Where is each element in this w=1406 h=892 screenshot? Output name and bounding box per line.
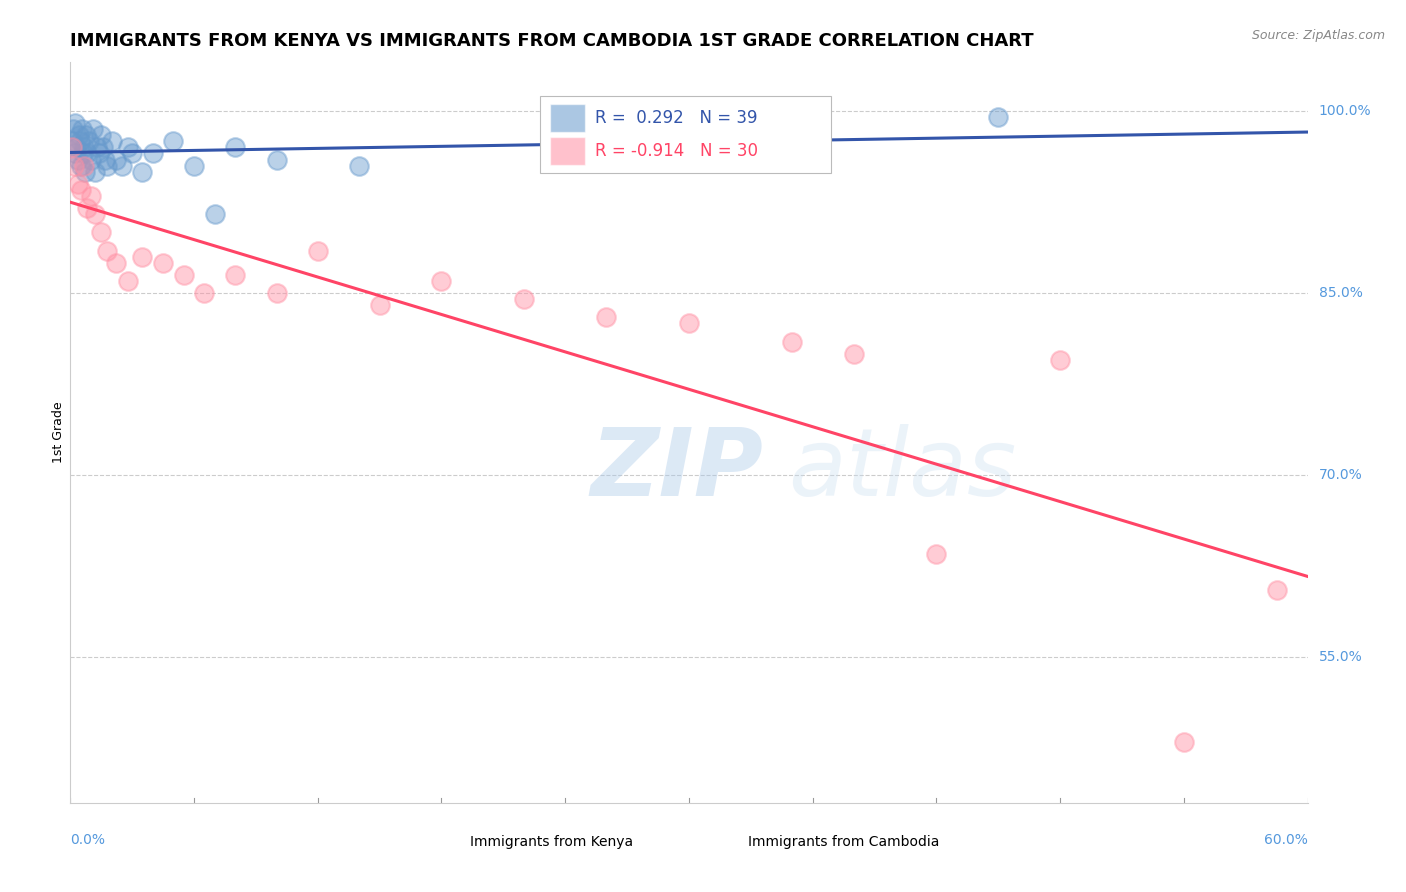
Point [80, 153, 103, 167]
Point [63, 146, 86, 161]
Point [117, 140, 139, 154]
Point [595, 310, 617, 325]
Point [86, 140, 108, 154]
Point [73, 140, 96, 154]
Point [76, 146, 98, 161]
Point [224, 140, 246, 154]
Point [60, 134, 83, 148]
Point [73, 164, 96, 178]
Point [60, 140, 83, 154]
Text: 100.0%: 100.0% [1319, 104, 1371, 118]
Point [70, 122, 93, 136]
Point [82, 122, 104, 136]
Point [69, 183, 91, 197]
Text: Immigrants from Kenya: Immigrants from Kenya [470, 835, 633, 849]
Point [94, 153, 117, 167]
Point [117, 274, 139, 288]
Point [162, 134, 184, 148]
Text: 0.0%: 0.0% [70, 833, 105, 847]
Point [1049, 352, 1071, 367]
Text: R =  0.292   N = 39: R = 0.292 N = 39 [595, 109, 758, 127]
Point [111, 159, 134, 173]
Point [173, 268, 195, 282]
Text: 55.0%: 55.0% [1319, 650, 1362, 665]
Text: ZIP: ZIP [591, 424, 763, 516]
Point [89, 146, 111, 161]
Point [842, 347, 865, 361]
Point [80, 189, 103, 203]
FancyBboxPatch shape [540, 95, 831, 173]
Point [1173, 735, 1195, 749]
Point [72, 146, 94, 161]
Point [63, 159, 86, 173]
Point [131, 164, 153, 178]
Text: Immigrants from Cambodia: Immigrants from Cambodia [748, 835, 939, 849]
Point [368, 298, 391, 312]
Text: 60.0%: 60.0% [1264, 833, 1308, 847]
Point [183, 159, 205, 173]
Point [69, 159, 91, 173]
Point [62, 122, 84, 136]
Point [66, 177, 89, 191]
Point [347, 159, 370, 173]
Point [104, 153, 127, 167]
Point [193, 286, 215, 301]
Text: 70.0%: 70.0% [1319, 468, 1362, 482]
Point [91, 140, 114, 154]
Point [307, 244, 329, 258]
Point [152, 256, 174, 270]
Point [77, 134, 100, 148]
Point [100, 134, 122, 148]
Point [987, 110, 1010, 124]
Point [142, 146, 165, 161]
Point [204, 207, 226, 221]
Text: 85.0%: 85.0% [1319, 286, 1362, 300]
Point [73, 159, 96, 173]
Text: R = -0.914   N = 30: R = -0.914 N = 30 [595, 143, 758, 161]
Text: IMMIGRANTS FROM KENYA VS IMMIGRANTS FROM CAMBODIA 1ST GRADE CORRELATION CHART: IMMIGRANTS FROM KENYA VS IMMIGRANTS FROM… [70, 32, 1033, 50]
Point [84, 207, 107, 221]
FancyBboxPatch shape [423, 828, 457, 856]
Point [266, 286, 288, 301]
Point [430, 274, 453, 288]
Text: Source: ZipAtlas.com: Source: ZipAtlas.com [1251, 29, 1385, 43]
Point [65, 116, 87, 130]
Point [75, 128, 97, 143]
FancyBboxPatch shape [702, 828, 735, 856]
Point [780, 334, 803, 349]
Point [69, 134, 91, 148]
Point [76, 201, 98, 215]
Point [678, 317, 700, 331]
Point [84, 164, 107, 178]
Point [65, 140, 87, 154]
Point [925, 547, 948, 561]
Y-axis label: 1st Grade: 1st Grade [52, 401, 65, 464]
Point [104, 256, 127, 270]
Point [1265, 583, 1288, 598]
FancyBboxPatch shape [550, 103, 585, 132]
Point [90, 128, 112, 143]
Point [66, 153, 89, 167]
Point [513, 292, 536, 306]
FancyBboxPatch shape [550, 137, 585, 165]
Point [121, 146, 143, 161]
Point [224, 268, 246, 282]
Point [266, 153, 288, 167]
Point [96, 159, 118, 173]
Point [96, 244, 118, 258]
Text: atlas: atlas [787, 424, 1017, 516]
Point [90, 225, 112, 239]
Point [67, 128, 90, 143]
Point [131, 250, 153, 264]
